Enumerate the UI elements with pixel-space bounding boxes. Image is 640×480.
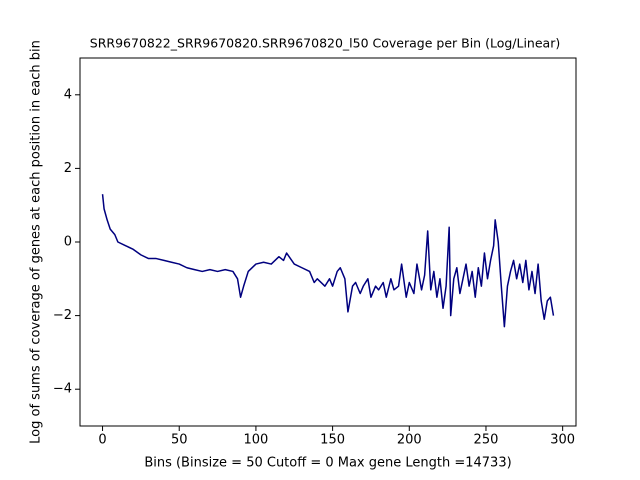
y-tick-label: 0 (64, 235, 72, 250)
x-tick-label: 300 (550, 433, 575, 448)
chart-title: SRR9670822_SRR9670820.SRR9670820_l50 Cov… (90, 36, 560, 51)
data-line (101, 194, 555, 328)
x-tick-label: 100 (244, 433, 269, 448)
x-tick-label: 50 (171, 433, 188, 448)
x-tick-label: 200 (397, 433, 422, 448)
x-tick-label: 0 (98, 433, 106, 448)
y-tick-label: 4 (64, 87, 72, 102)
y-tick-label: −2 (53, 308, 72, 323)
plot-frame (79, 57, 577, 427)
y-tick-label: −4 (53, 382, 72, 397)
y-tick-label: 2 (64, 161, 72, 176)
x-tick-label: 250 (474, 433, 499, 448)
y-axis-label: Log of sums of coverage of genes at each… (29, 40, 44, 444)
x-tick-label: 150 (320, 433, 345, 448)
x-axis-label: Bins (Binsize = 50 Cutoff = 0 Max gene L… (144, 456, 511, 471)
